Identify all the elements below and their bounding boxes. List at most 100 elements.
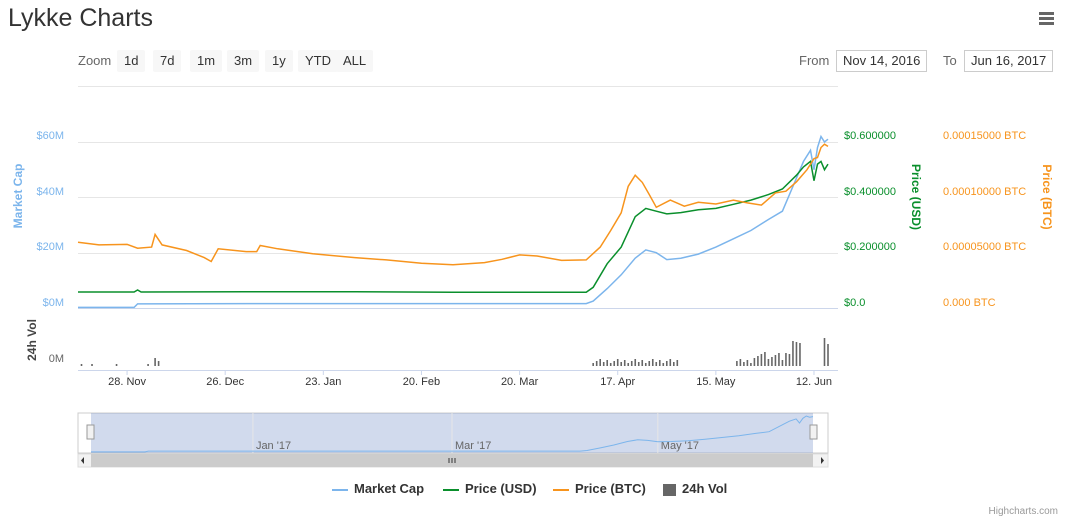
usd-tick-0.2: $0.200000 [844,241,896,253]
volume-bar [823,338,826,366]
volume-bar [655,362,658,366]
navigator-grid: Jan '17 Mar '17 May '17 [252,413,699,453]
volume-bar [658,360,661,366]
volume-bar [648,361,651,366]
legend-label-24h-vol: 24h Vol [682,481,728,496]
zoom-1m-button[interactable]: 1m [190,50,223,72]
grid-lines [78,86,838,371]
volume-bar [154,358,156,366]
volume-bar [651,359,654,366]
volume-bar [771,357,773,366]
zoom-3m-button[interactable]: 3m [227,50,260,72]
volume-bar [665,361,668,366]
volume-bar [760,354,763,366]
x-tick-label: 20. Mar [501,376,539,388]
market-cap-tick-60: $60M [36,130,64,142]
market-cap-tick-20: $20M [36,241,64,253]
volume-bar [778,353,780,366]
volume-bar [644,363,647,366]
x-tick-label: 28. Nov [108,376,146,388]
volume-bar [669,359,672,366]
highcharts-credit[interactable]: Highcharts.com [988,506,1058,517]
x-tick-label: 17. Apr [600,376,635,388]
volume-bar [80,364,83,366]
volume-legend-box [663,483,676,496]
volume-bar [606,360,609,366]
volume-bar [623,360,626,366]
series-lines [77,134,829,309]
legend-item-price-btc[interactable]: Price (BTC) [553,481,646,496]
volume-bar [91,364,93,366]
usd-tick-0.6: $0.600000 [844,130,896,142]
zoom-7d-button[interactable]: 7d [153,50,182,72]
zoom-1y-button[interactable]: 1y [265,50,293,72]
volume-bar [602,362,605,366]
volume-bar [827,344,829,366]
volume-bar [746,360,749,366]
volume-bar [764,352,766,366]
volume-bar [634,359,637,366]
volume-bar [767,359,770,366]
volume-bar [788,354,791,366]
volume-bar [676,360,679,366]
volume-bar [637,362,640,366]
volume-bar [662,363,665,366]
zoom-label: Zoom [78,53,112,68]
legend-item-market-cap[interactable]: Market Cap [332,481,424,496]
navigator-series [91,415,814,453]
scrollbar-grip-icon[interactable] [448,458,456,463]
btc-legend-line [553,488,569,491]
btc-tick-0: 0.000 BTC [943,297,996,309]
volume-bar [147,364,149,366]
market-cap-axis-title: Market Cap [11,164,25,229]
volume-bars [80,338,829,366]
navigator-tick-label: Jan '17 [256,440,291,452]
usd-legend-line [443,488,459,491]
volume-bar [609,363,612,366]
volume-bar [613,361,616,366]
legend-item-24h-vol[interactable]: 24h Vol [663,481,727,496]
volume-bar [785,353,787,366]
volume-axis-title: 24h Vol [25,319,39,361]
x-tick-label: 12. Jun [796,376,832,388]
legend-label-price-btc: Price (BTC) [575,481,646,496]
market-cap-tick-40: $40M [36,186,64,198]
volume-bar [792,341,794,366]
volume-bar [743,362,745,366]
to-date-input[interactable]: Jun 16, 2017 [964,50,1054,72]
zoom-all-button[interactable]: ALL [336,50,374,72]
hamburger-menu-icon[interactable] [1036,10,1058,30]
volume-bar [750,363,752,366]
volume-bar [157,361,160,366]
legend-label-market-cap: Market Cap [354,481,425,496]
zoom-ytd-button[interactable]: YTD [298,50,338,72]
navigator-left-handle[interactable] [86,424,95,440]
series-line-price-usd [78,160,829,293]
market-cap-tick-0: $0M [43,297,64,309]
btc-axis-title: Price (BTC) [1040,164,1054,229]
to-label: To [943,53,957,68]
zoom-1d-button[interactable]: 1d [117,50,146,72]
scroll-right-arrow-icon[interactable] [821,457,824,464]
usd-tick-0: $0.0 [844,297,865,309]
chart-title: Lykke Charts [8,4,153,32]
market-cap-legend-line [332,488,348,491]
legend-item-price-usd[interactable]: Price (USD) [443,481,537,496]
navigator-right-handle[interactable] [809,424,818,440]
usd-tick-0.4: $0.400000 [844,186,896,198]
volume-bar [627,363,630,366]
x-tick-label: 23. Jan [305,376,341,388]
navigator[interactable]: Jan '17 Mar '17 May '17 [77,412,829,454]
series-line-price-btc [77,143,829,266]
x-tick-label: 15. May [696,376,736,388]
from-date-input[interactable]: Nov 14, 2016 [836,50,928,72]
scroll-left-arrow-icon[interactable] [81,457,84,464]
volume-bar [672,362,675,366]
from-label: From [799,53,830,68]
navigator-frame [77,412,829,454]
navigator-scrollbar[interactable] [77,453,829,468]
volume-bar [736,361,738,366]
volume-bar [781,360,784,366]
volume-bar [739,359,742,366]
